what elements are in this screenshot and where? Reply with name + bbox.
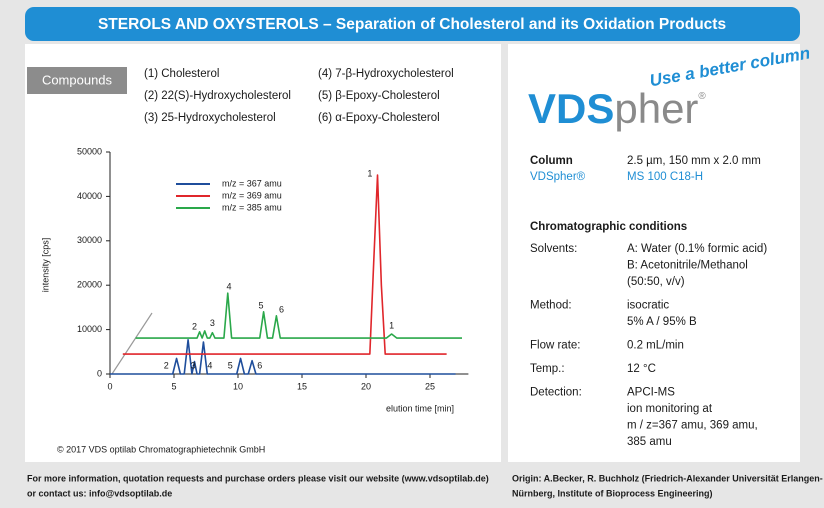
left-panel	[25, 44, 501, 462]
condition-value: 12 °C	[627, 363, 656, 375]
right-panel	[508, 44, 800, 462]
condition-label: Method:	[530, 300, 572, 312]
y-tick-label: 20000	[77, 280, 102, 290]
compound: (1) Cholesterol	[144, 68, 219, 80]
spec-value: 2.5 µm, 150 mm x 2.0 mm	[627, 155, 761, 167]
copyright: © 2017 VDS optilab Chromatographietechni…	[57, 444, 265, 454]
condition-value: m / z=367 amu, 369 amu,	[627, 420, 758, 432]
compound: (3) 25-Hydroxycholesterol	[144, 112, 276, 124]
compound: (6) α-Epoxy-Cholesterol	[318, 112, 440, 124]
spec-brand: VDSpher®	[530, 171, 586, 183]
compound: (5) β-Epoxy-Cholesterol	[318, 90, 440, 102]
condition-label: Temp.:	[530, 363, 565, 375]
y-tick-label: 10000	[77, 324, 102, 334]
logo-main: VDSpher®	[528, 85, 706, 132]
peak-label: 3	[210, 318, 215, 328]
compounds-label: Compounds	[42, 72, 113, 87]
legend-label: m/z = 367 amu	[222, 178, 282, 188]
footer-left: For more information, quotation requests…	[27, 473, 489, 483]
condition-label: Flow rate:	[530, 340, 581, 352]
spec-label: Column	[530, 155, 573, 167]
condition-value: 385 amu	[627, 436, 672, 448]
series-line	[110, 339, 456, 375]
condition-value: 5% A / 95% B	[627, 316, 697, 328]
peak-label: 3	[191, 360, 196, 370]
y-tick-label: 30000	[77, 235, 102, 245]
conditions: Solvents: A: Water (0.1% formic acid) B: A…	[530, 243, 767, 448]
series-line	[122, 174, 447, 355]
legend-label: m/z = 369 amu	[222, 190, 282, 200]
y-tick-label: 40000	[77, 191, 102, 201]
condition-value: (50:50, v/v)	[627, 276, 685, 288]
header-title: STEROLS AND OXYSTEROLS – Separation of C…	[98, 16, 726, 33]
footer-right: Origin: A.Becker, R. Buchholz (Friedrich…	[512, 473, 823, 483]
x-tick-label: 10	[233, 381, 243, 391]
peak-label: 5	[228, 360, 233, 370]
conditions-title: Chromatographic conditions	[530, 221, 687, 233]
x-tick-label: 15	[297, 381, 307, 391]
x-tick-label: 25	[425, 381, 435, 391]
peak-label: 5	[259, 300, 264, 310]
legend-label: m/z = 385 amu	[222, 202, 282, 212]
condition-value: B: Acetonitrile/Methanol	[627, 260, 748, 272]
perspective-line	[111, 312, 153, 375]
condition-label: Solvents:	[530, 243, 577, 255]
x-tick-label: 0	[107, 381, 112, 391]
logo-vds: VDS	[528, 85, 614, 132]
x-axis-label: elution time [min]	[386, 403, 454, 413]
peak-label: 2	[164, 360, 169, 370]
series-line	[135, 292, 462, 339]
condition-label: Detection:	[530, 387, 582, 399]
condition-value: APCI-MS	[627, 387, 675, 399]
x-tick-label: 5	[171, 381, 176, 391]
logo-mark: ®	[698, 91, 706, 102]
y-tick-label: 50000	[77, 146, 102, 156]
logo-pher: pher	[614, 85, 698, 132]
peak-label: 1	[389, 320, 394, 330]
peak-label: 4	[207, 360, 212, 370]
y-tick-label: 0	[97, 368, 102, 378]
y-axis-label: intensity [cps]	[40, 238, 50, 293]
condition-value: 0.2 mL/min	[627, 340, 684, 352]
peak-label: 6	[279, 304, 284, 314]
peak-label: 2	[192, 321, 197, 331]
condition-value: A: Water (0.1% formic acid)	[627, 243, 767, 255]
footer-left: or contact us: info@vdsoptilab.de	[27, 488, 172, 498]
condition-value: ion monitoring at	[627, 403, 713, 415]
peak-label: 6	[257, 360, 262, 370]
compound: (4) 7-β-Hydroxycholesterol	[318, 68, 454, 80]
spec-type: MS 100 C18-H	[627, 171, 703, 183]
compounds-label-box	[27, 67, 127, 94]
condition-value: isocratic	[627, 300, 669, 312]
peak-label: 4	[227, 281, 232, 291]
footer-right: Nürnberg, Institute of Bioprocess Engine…	[512, 488, 713, 498]
peak-label: 1	[367, 169, 372, 179]
header-bar	[25, 7, 800, 41]
compound: (2) 22(S)-Hydroxycholesterol	[144, 90, 291, 102]
x-tick-label: 20	[361, 381, 371, 391]
